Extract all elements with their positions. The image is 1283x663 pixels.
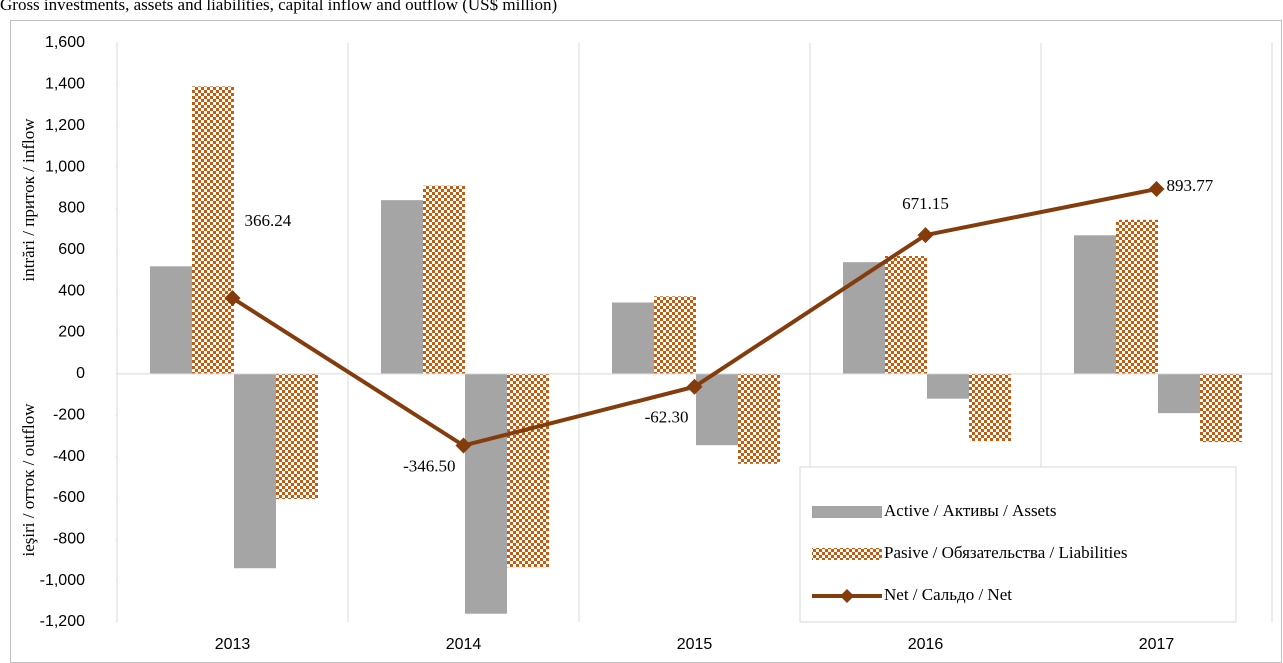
y-tick-label: 1,200 bbox=[45, 117, 85, 134]
y-tick-label: 800 bbox=[58, 200, 85, 217]
y-tick-label: 1,000 bbox=[45, 158, 85, 175]
bar bbox=[276, 373, 318, 499]
y-tick-label: -600 bbox=[53, 489, 85, 506]
bar bbox=[1158, 373, 1200, 414]
y-tick-label: -1,200 bbox=[40, 613, 85, 630]
bar bbox=[1074, 235, 1116, 374]
bar bbox=[696, 373, 738, 446]
data-label: 671.15 bbox=[902, 194, 949, 213]
bar bbox=[738, 373, 780, 464]
legend-label: Net / Сальдо / Net bbox=[884, 585, 1012, 604]
x-tick-label: 2017 bbox=[1139, 636, 1175, 653]
y-axis-title: intrări / приток / inflow bbox=[19, 118, 38, 282]
bar bbox=[234, 373, 276, 569]
y-tick-label: 0 bbox=[76, 365, 85, 382]
chart-title: Gross investments, assets and liabilitie… bbox=[0, 0, 557, 14]
bar bbox=[927, 373, 969, 399]
y-tick-label: 200 bbox=[58, 324, 85, 341]
legend-label: Pasive / Обязательства / Liabilities bbox=[884, 543, 1127, 562]
bar bbox=[885, 255, 927, 374]
x-tick-label: 2015 bbox=[677, 636, 713, 653]
y-axis-title: ieşiri / отток / outflow bbox=[19, 403, 38, 557]
data-label: 366.24 bbox=[245, 211, 292, 230]
legend-label: Active / Активы / Assets bbox=[884, 501, 1056, 520]
bar bbox=[1200, 373, 1242, 443]
legend-swatch bbox=[812, 548, 882, 560]
legend-swatch bbox=[812, 506, 882, 518]
bar bbox=[1116, 219, 1158, 374]
marker bbox=[1148, 181, 1165, 198]
x-tick-label: 2013 bbox=[215, 636, 251, 653]
bar bbox=[150, 266, 192, 374]
y-tick-label: -400 bbox=[53, 448, 85, 465]
data-label: -346.50 bbox=[403, 456, 455, 475]
bar bbox=[465, 373, 507, 614]
bar bbox=[969, 373, 1011, 442]
bar bbox=[507, 373, 549, 568]
marker bbox=[917, 227, 934, 244]
y-tick-label: -1,000 bbox=[40, 572, 85, 589]
bar bbox=[654, 296, 696, 374]
marker bbox=[455, 437, 472, 454]
data-label: -62.30 bbox=[645, 408, 689, 427]
bar bbox=[423, 185, 465, 374]
x-tick-label: 2014 bbox=[446, 636, 482, 653]
marker bbox=[686, 378, 703, 395]
marker bbox=[224, 290, 241, 307]
y-tick-label: 400 bbox=[58, 282, 85, 299]
bar bbox=[381, 200, 423, 374]
y-tick-label: 1,600 bbox=[45, 34, 85, 51]
bar bbox=[192, 86, 234, 374]
y-tick-label: -200 bbox=[53, 406, 85, 423]
legend-marker bbox=[840, 589, 854, 603]
y-tick-label: -800 bbox=[53, 531, 85, 548]
bar bbox=[843, 262, 885, 374]
data-label: 893.77 bbox=[1167, 176, 1214, 195]
x-tick-label: 2016 bbox=[908, 636, 944, 653]
y-tick-label: 600 bbox=[58, 241, 85, 258]
y-tick-label: 1,400 bbox=[45, 76, 85, 93]
bar bbox=[612, 302, 654, 374]
